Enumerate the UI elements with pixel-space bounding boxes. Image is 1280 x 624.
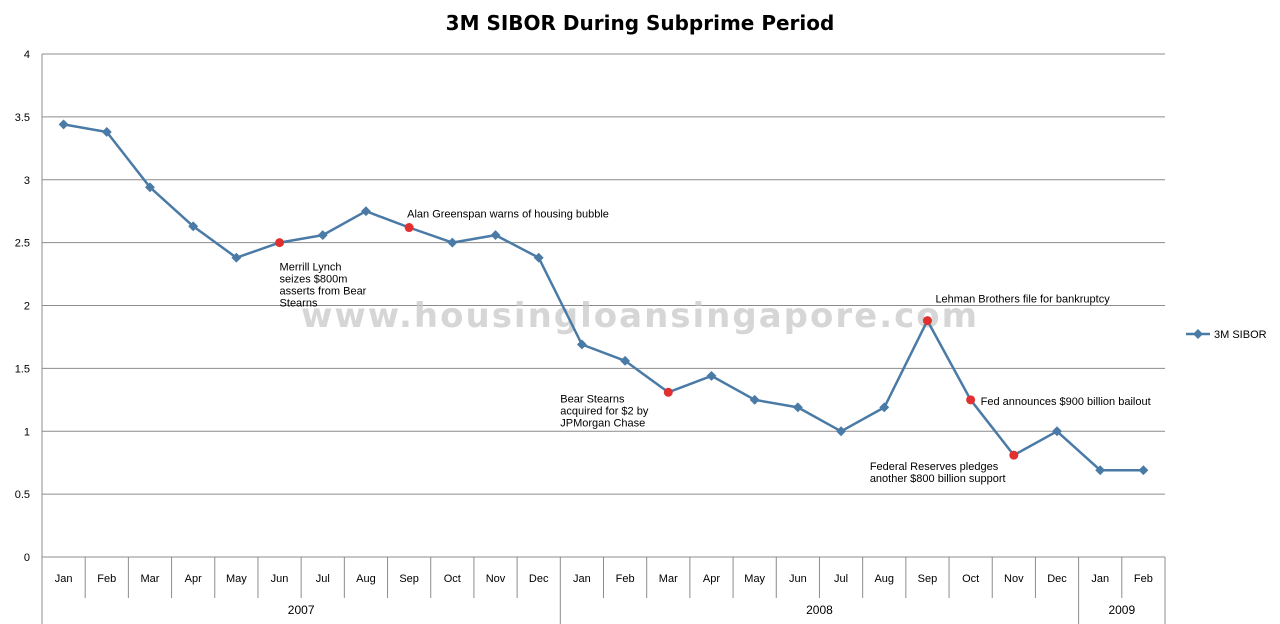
x-tick-label: Feb — [97, 573, 116, 585]
data-point — [1095, 465, 1106, 476]
x-tick-label: Mar — [659, 573, 678, 585]
data-point — [317, 230, 328, 241]
annotation-text: Federal Reserves pledges — [870, 461, 999, 473]
data-point — [620, 355, 631, 366]
data-point — [749, 394, 760, 405]
x-tick-label: Jul — [316, 573, 330, 585]
group-label: 2009 — [1108, 603, 1135, 617]
data-point — [533, 252, 544, 263]
annotation-text: asserts from Bear — [280, 286, 367, 298]
data-point — [101, 127, 112, 137]
x-tick-label: Jan — [573, 573, 591, 585]
annotation-text: another $800 billion support — [870, 473, 1006, 485]
data-point — [879, 402, 890, 413]
y-tick-label: 2 — [24, 301, 30, 313]
x-tick-label: Oct — [962, 573, 979, 585]
data-point — [576, 339, 587, 350]
gridlines — [42, 53, 1165, 495]
chart-title: 3M SIBOR During Subprime Period — [446, 11, 835, 35]
annotation-text: acquired for $2 by — [560, 405, 649, 417]
x-axis: Jan Feb Mar Apr May Jun Jul Aug Sep Oct Nov Dec Jan F… — [41, 556, 1166, 624]
event-marker — [966, 395, 976, 405]
x-tick-label: Jul — [834, 573, 848, 585]
x-tick-label: Dec — [529, 573, 549, 585]
x-tick-label: Dec — [1047, 573, 1067, 585]
x-tick-label: Sep — [918, 573, 938, 585]
data-point — [836, 426, 847, 437]
annotation-text: Lehman Brothers file for bankruptcy — [935, 294, 1110, 306]
data-point — [706, 370, 717, 381]
annotation-text: Alan Greenspan warns of housing bubble — [407, 209, 609, 221]
data-point — [447, 237, 458, 248]
annotation-text: Stearns — [280, 298, 318, 310]
x-tick-label: Feb — [1134, 573, 1153, 585]
x-tick-label: Sep — [399, 573, 419, 585]
x-tick-label: Feb — [616, 573, 635, 585]
x-tick-label: Aug — [356, 573, 376, 585]
x-tick-label: Aug — [874, 573, 894, 585]
group-label: 2007 — [288, 603, 315, 617]
x-tick-label: Jan — [1091, 573, 1109, 585]
watermark: www.housingloansingapore.com — [301, 296, 979, 336]
data-point — [1138, 465, 1149, 476]
x-tick-label: Jun — [271, 573, 289, 585]
data-point — [490, 230, 501, 241]
data-point — [188, 221, 199, 232]
x-tick-label: Jun — [789, 573, 807, 585]
y-tick-label: 1.5 — [15, 363, 30, 375]
y-tick-label: 3.5 — [15, 112, 30, 124]
x-tick-label: Apr — [185, 573, 202, 585]
x-tick-label: Apr — [703, 573, 720, 585]
annotation-text: seizes $800m — [280, 274, 348, 286]
data-point — [360, 206, 371, 217]
annotation-text: Bear Stearns — [560, 393, 625, 405]
x-tick-label: Jan — [55, 573, 73, 585]
event-marker — [275, 238, 285, 248]
y-tick-label: 0.5 — [15, 489, 30, 501]
event-marker — [663, 387, 673, 397]
data-point — [58, 119, 69, 130]
series-line-3m-sibor — [63, 123, 1144, 472]
legend: 3M SIBOR — [1186, 329, 1267, 341]
x-tick-label: Nov — [1004, 573, 1024, 585]
group-label: 2008 — [806, 603, 833, 617]
data-point — [231, 252, 242, 263]
y-tick-label: 0 — [24, 552, 30, 564]
series-group — [58, 119, 1149, 476]
data-point — [792, 402, 803, 413]
x-tick-label: May — [744, 573, 765, 585]
annotation-text: Merrill Lynch — [280, 262, 342, 274]
x-tick-label: Mar — [141, 573, 160, 585]
event-marker — [922, 316, 932, 326]
event-marker — [404, 223, 414, 233]
x-tick-label: Oct — [444, 573, 461, 585]
y-tick-label: 3 — [24, 175, 30, 187]
y-axis: 0 0.5 1 1.5 2 2.5 3 3.5 4 — [15, 49, 43, 624]
x-tick-label: May — [226, 573, 247, 585]
event-marker — [1009, 450, 1019, 460]
data-point — [145, 182, 155, 193]
data-point — [1052, 426, 1062, 437]
legend-label: 3M SIBOR — [1214, 329, 1267, 341]
y-tick-label: 1 — [24, 426, 30, 438]
legend-marker — [1193, 329, 1203, 339]
annotation-text: JPMorgan Chase — [560, 417, 645, 429]
y-tick-label: 4 — [24, 49, 30, 61]
annotation-text: Fed announces $900 billion bailout — [981, 396, 1151, 408]
x-tick-label: Nov — [486, 573, 506, 585]
y-tick-label: 2.5 — [15, 238, 30, 250]
